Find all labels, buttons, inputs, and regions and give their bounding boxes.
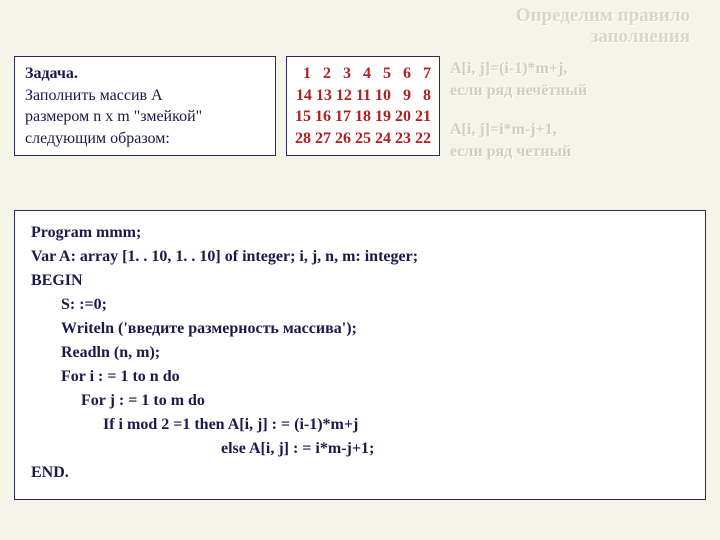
code-l8: For j : = 1 to m do: [31, 389, 689, 413]
rule-even-formula: A[i, j]=i*m-j+1,: [450, 121, 557, 138]
code-l5: Writeln ('введите размерность массива');: [31, 317, 689, 341]
rule-even-cond: если ряд четный: [450, 143, 571, 160]
rule-even: A[i, j]=i*m-j+1, если ряд четный: [450, 119, 706, 162]
code-l4: S: :=0;: [31, 293, 689, 317]
code-l1: Program mmm;: [31, 221, 689, 245]
code-l7: For i : = 1 to n do: [31, 365, 689, 389]
matrix-box: 1 2 3 4 5 6 7 14 13 12 11 10 9 8 15 16 1…: [286, 56, 440, 156]
code-l2: Var A: array [1. . 10, 1. . 10] of integ…: [31, 245, 689, 269]
slide-title: Определим правило заполнения: [516, 6, 690, 48]
rule-odd: A[i, j]=(i-1)*m+j, если ряд нечётный: [450, 58, 706, 101]
code-l3: BEGIN: [31, 269, 689, 293]
matrix-row-3: 28 27 26 25 24 23 22: [295, 130, 431, 147]
rules-block: A[i, j]=(i-1)*m+j, если ряд нечётный A[i…: [450, 56, 706, 162]
title-line1: Определим правило: [516, 5, 690, 26]
code-l11: END.: [31, 461, 689, 485]
task-header: Задача.: [25, 65, 78, 82]
task-line2: размером n x m "змейкой": [25, 108, 202, 125]
code-l6: Readln (n, m);: [31, 341, 689, 365]
task-line3: следующим образом:: [25, 130, 170, 147]
rule-odd-formula: A[i, j]=(i-1)*m+j,: [450, 60, 567, 77]
top-row: Задача. Заполнить массив A размером n x …: [14, 56, 706, 162]
code-l10: else A[i, j] : = i*m-j+1;: [31, 437, 689, 461]
title-line2: заполнения: [591, 26, 690, 47]
code-box: Program mmm; Var A: array [1. . 10, 1. .…: [14, 210, 706, 500]
rule-odd-cond: если ряд нечётный: [450, 82, 587, 99]
code-l9: If i mod 2 =1 then A[i, j] : = (i-1)*m+j: [31, 413, 689, 437]
task-box: Задача. Заполнить массив A размером n x …: [14, 56, 276, 156]
matrix-row-1: 14 13 12 11 10 9 8: [296, 87, 431, 104]
matrix-row-2: 15 16 17 18 19 20 21: [295, 108, 431, 125]
task-line1: Заполнить массив A: [25, 87, 163, 104]
matrix-row-0: 1 2 3 4 5 6 7: [295, 65, 431, 82]
